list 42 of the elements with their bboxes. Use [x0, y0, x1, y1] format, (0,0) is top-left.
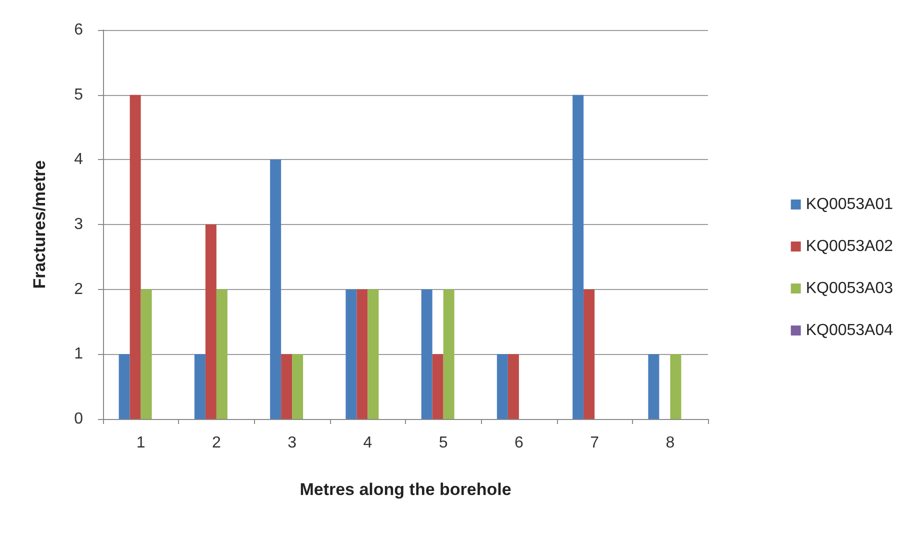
x-tick-label: 1 [136, 434, 146, 452]
bar [496, 354, 508, 419]
bar [670, 354, 682, 419]
x-tick-label: 6 [514, 434, 524, 452]
bar [270, 160, 282, 419]
legend-label: KQ0053A02 [806, 238, 894, 255]
y-tick-label: 4 [74, 151, 84, 168]
y-tick-label: 5 [74, 86, 84, 104]
y-tick-label: 6 [74, 22, 84, 38]
y-tick-label: 2 [74, 280, 84, 298]
bar [356, 289, 368, 419]
x-tick-label: 7 [590, 434, 600, 452]
bar [346, 289, 357, 419]
bar [421, 289, 432, 419]
bar [584, 289, 595, 419]
bar [140, 289, 152, 419]
x-tick-label: 2 [212, 434, 221, 452]
x-tick-label: 3 [288, 434, 297, 452]
legend-label: KQ0053A03 [806, 280, 894, 297]
bar [443, 289, 454, 419]
x-tick-label: 5 [438, 434, 448, 452]
bar [205, 224, 216, 419]
legend-label: KQ0053A04 [806, 322, 894, 339]
x-tick-label: 4 [363, 434, 372, 452]
y-tick-label: 1 [74, 346, 84, 363]
y-tick-label: 0 [74, 410, 84, 428]
bar [292, 354, 304, 419]
y-tick-label: 3 [74, 216, 84, 233]
bar [216, 289, 228, 419]
x-axis-title: Metres along the borehole [300, 480, 512, 499]
bar [432, 354, 444, 419]
x-tick-label: 8 [666, 434, 675, 452]
bar [281, 354, 292, 419]
bar [130, 94, 141, 419]
legend-label: KQ0053A01 [806, 196, 894, 213]
bar [648, 354, 660, 419]
bar [118, 354, 130, 419]
y-axis-title: Fractures/metre [30, 160, 49, 289]
bar [572, 94, 584, 419]
bar [194, 354, 206, 419]
bar [508, 354, 519, 419]
bar [368, 289, 379, 419]
